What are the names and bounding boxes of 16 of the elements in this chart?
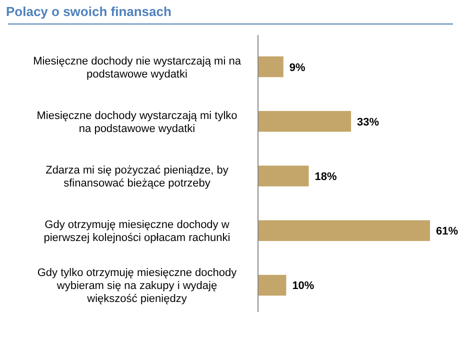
y-tick-label: Miesięczne dochody nie wystarczają mi na podstawowe wydatki <box>33 55 242 80</box>
y-tick-label: Gdy otrzymuję miesięczne dochody w pierwszej kolejności opłacam rachunki <box>44 219 230 244</box>
data-label: 10% <box>292 280 314 292</box>
data-label: 61% <box>436 226 458 238</box>
bar <box>258 274 286 296</box>
y-tick-label: Zdarza mi się pożyczać pieniądze, by sfinansować bieżące potrzeby <box>46 164 229 190</box>
y-tick-label: Gdy tylko otrzymuję miesięczne dochody wybieram się na zakupy i wydaję większość pieniędzy <box>37 267 238 306</box>
bar <box>258 111 352 132</box>
bar <box>258 166 309 186</box>
text: Polacy o swoich finansach <box>6 4 172 19</box>
data-label: 9% <box>289 62 306 74</box>
bar <box>258 56 284 78</box>
y-tick-label: Miesięczne dochody wystarczają mi tylko na podstawowe wydatki <box>36 110 238 135</box>
data-label: 18% <box>314 171 337 183</box>
bar <box>258 220 430 241</box>
data-label: 33% <box>357 116 380 128</box>
